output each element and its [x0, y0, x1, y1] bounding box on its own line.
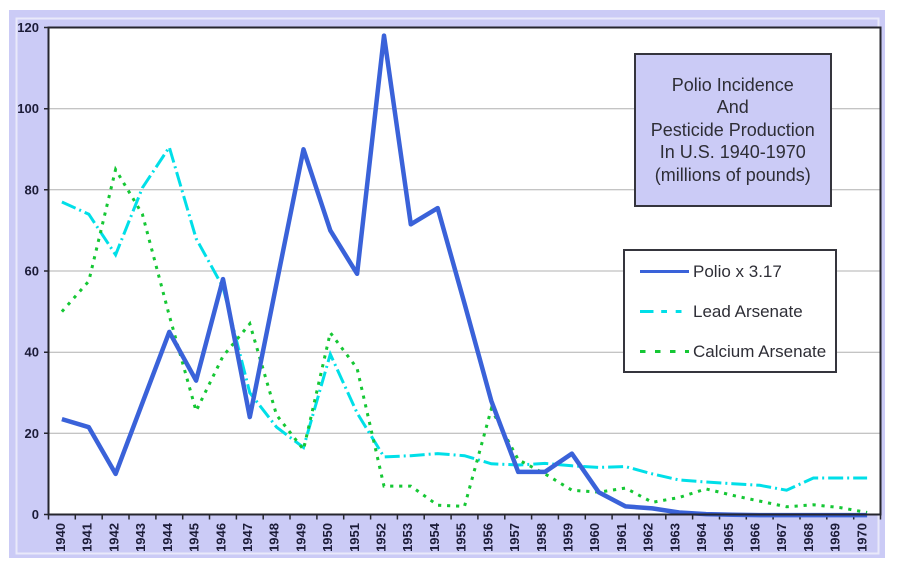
- svg-text:1947: 1947: [240, 523, 255, 552]
- svg-text:80: 80: [25, 182, 39, 197]
- svg-text:0: 0: [32, 507, 39, 522]
- svg-text:1961: 1961: [614, 523, 629, 552]
- svg-text:1944: 1944: [160, 522, 175, 552]
- svg-text:1966: 1966: [748, 523, 763, 552]
- svg-text:1958: 1958: [534, 523, 549, 552]
- svg-text:1962: 1962: [641, 523, 656, 552]
- svg-text:1967: 1967: [774, 523, 789, 552]
- svg-text:1970: 1970: [854, 523, 869, 552]
- svg-text:1963: 1963: [667, 523, 682, 552]
- svg-text:1941: 1941: [80, 523, 95, 552]
- svg-text:1953: 1953: [400, 523, 415, 552]
- svg-text:1968: 1968: [801, 523, 816, 552]
- svg-text:1948: 1948: [267, 523, 282, 552]
- svg-text:1952: 1952: [374, 523, 389, 552]
- svg-text:1954: 1954: [427, 522, 442, 552]
- svg-text:40: 40: [25, 345, 39, 360]
- svg-text:1965: 1965: [721, 523, 736, 552]
- svg-text:1955: 1955: [454, 523, 469, 552]
- svg-text:120: 120: [17, 20, 39, 35]
- svg-text:1959: 1959: [561, 523, 576, 552]
- svg-text:1957: 1957: [507, 523, 522, 552]
- svg-text:1951: 1951: [347, 523, 362, 552]
- svg-text:60: 60: [25, 264, 39, 279]
- svg-text:20: 20: [25, 426, 39, 441]
- svg-text:1950: 1950: [320, 523, 335, 552]
- svg-text:1940: 1940: [53, 523, 68, 552]
- svg-text:100: 100: [17, 101, 39, 116]
- svg-text:1960: 1960: [587, 523, 602, 552]
- svg-text:1942: 1942: [106, 523, 121, 552]
- svg-text:1946: 1946: [213, 523, 228, 552]
- svg-text:1943: 1943: [133, 523, 148, 552]
- svg-text:1949: 1949: [293, 523, 308, 552]
- svg-text:1956: 1956: [480, 523, 495, 552]
- svg-text:1945: 1945: [187, 523, 202, 552]
- svg-text:1969: 1969: [828, 523, 843, 552]
- svg-text:1964: 1964: [694, 522, 709, 552]
